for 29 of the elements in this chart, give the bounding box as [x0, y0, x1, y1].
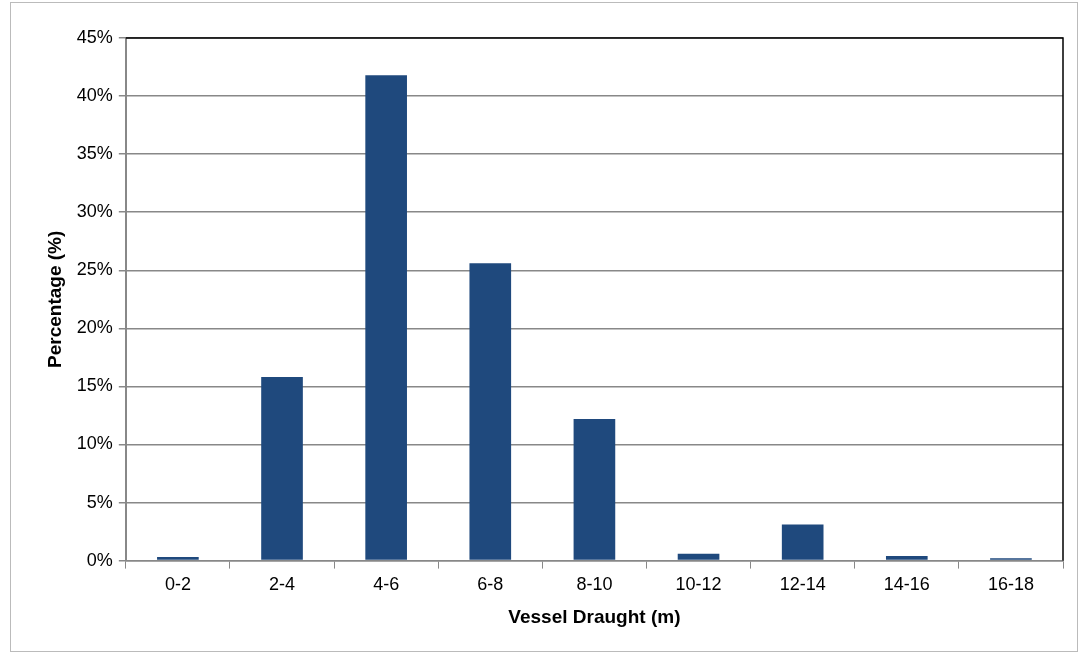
x-tick-label: 10-12 — [675, 574, 722, 595]
bar — [573, 418, 616, 560]
x-tick-label: 4-6 — [373, 574, 400, 595]
y-tick-label: 5% — [86, 491, 113, 512]
y-tick-label: 0% — [86, 549, 113, 570]
bar — [677, 553, 720, 560]
x-tick-label: 14-16 — [883, 574, 930, 595]
bar — [157, 557, 199, 560]
bar — [469, 263, 512, 560]
bar — [261, 377, 303, 560]
y-tick-label: 10% — [76, 433, 113, 454]
x-tick-label: 12-14 — [779, 574, 826, 595]
y-tick-label: 25% — [76, 259, 113, 280]
x-tick-label: 0-2 — [164, 574, 191, 595]
bar — [885, 555, 928, 560]
y-tick-label: 40% — [76, 85, 113, 106]
y-tick-label: 20% — [76, 317, 113, 338]
bar — [365, 75, 407, 560]
y-axis-title: Percentage (%) — [43, 230, 65, 368]
y-tick-label: 15% — [76, 375, 113, 396]
bar — [781, 524, 824, 560]
y-tick-label: 45% — [76, 26, 113, 47]
x-tick-label: 8-10 — [576, 574, 613, 595]
y-tick-label: 30% — [76, 201, 113, 222]
x-tick-label: 6-8 — [477, 574, 504, 595]
x-tick-label: 16-18 — [987, 574, 1034, 595]
y-tick-label: 35% — [76, 143, 113, 164]
x-tick-label: 2-4 — [269, 574, 296, 595]
x-axis-title: Vessel Draught (m) — [508, 605, 681, 627]
